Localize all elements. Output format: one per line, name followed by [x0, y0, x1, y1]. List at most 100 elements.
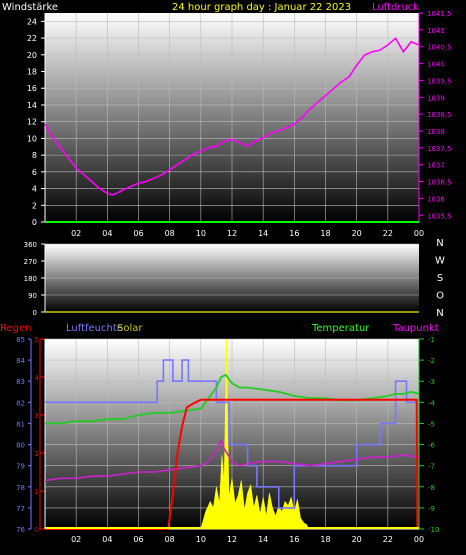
tick-label-hour: 02 [71, 229, 81, 238]
tick-label-temperature: -1 [428, 336, 435, 344]
tick-label-direction: 270 [24, 258, 37, 266]
tick-label-pressure: 1036 [427, 195, 445, 203]
tick-label-hour: 10 [196, 535, 206, 544]
tick-label-hour: 16 [289, 535, 299, 544]
tick-label-pressure: 1036,5 [427, 179, 452, 187]
tick-label-humidity: 85 [16, 336, 25, 344]
rain-label: Regen [0, 323, 32, 334]
compass-label: O [436, 291, 444, 302]
tick-labels-layer: 0246810121416182022241035,510361036,5103… [16, 10, 451, 544]
tick-label-hour: 14 [258, 535, 268, 544]
tick-label-hour: 18 [320, 229, 330, 238]
tick-label-humidity: 84 [16, 357, 25, 365]
tick-label-pressure: 1039,5 [427, 77, 452, 85]
tick-label-rain: 2 [35, 450, 39, 458]
tick-label-pressure: 1038 [427, 128, 445, 136]
tick-label-temperature: -8 [428, 484, 435, 492]
tick-label-hour: 00 [414, 535, 424, 544]
temperature-label: Temperatur [311, 323, 370, 334]
compass-label: S [437, 273, 443, 284]
tick-label-hour: 08 [165, 229, 175, 238]
tick-label-temperature: -9 [428, 505, 435, 513]
tick-label-humidity: 78 [16, 484, 25, 492]
compass-label: W [435, 256, 445, 267]
tick-label-wind-speed: 10 [27, 134, 37, 143]
tick-label-direction: 180 [24, 275, 37, 283]
tick-label-pressure: 1035,5 [427, 212, 452, 220]
tick-label-pressure: 1037 [427, 162, 445, 170]
tick-label-humidity: 80 [16, 442, 25, 450]
tick-label-temperature: -2 [428, 357, 435, 365]
solar-label: Solar [117, 323, 143, 334]
compass-label: N [436, 308, 443, 319]
tick-label-temperature: -7 [428, 463, 435, 471]
wind-speed-label: Windstärke [2, 2, 58, 13]
tick-label-wind-speed: 22 [27, 34, 37, 43]
tick-label-pressure: 1041,5 [427, 10, 452, 18]
tick-label-hour: 12 [227, 535, 237, 544]
tick-label-humidity: 77 [16, 505, 25, 513]
tick-label-temperature: -5 [428, 420, 435, 428]
tick-label-pressure: 1041 [427, 27, 445, 35]
tick-label-hour: 22 [383, 535, 393, 544]
tick-label-hour: 20 [352, 535, 362, 544]
tick-label-pressure: 1038,5 [427, 111, 452, 119]
tick-label-wind-speed: 0 [32, 218, 37, 227]
tick-label-direction: 0 [33, 309, 37, 317]
tick-label-temperature: -4 [428, 399, 436, 407]
dewpoint-line [44, 438, 420, 482]
tick-label-hour: 16 [289, 229, 299, 238]
tick-label-wind-speed: 20 [27, 51, 37, 60]
chart-title: 24 hour graph day : Januar 22 2023 [172, 2, 351, 13]
tick-label-hour: 04 [102, 535, 112, 544]
tick-label-temperature: -10 [428, 526, 439, 534]
tick-label-hour: 06 [133, 535, 143, 544]
tick-label-rain: 3 [35, 412, 39, 420]
tick-label-humidity: 82 [16, 399, 25, 407]
tick-label-hour: 10 [196, 229, 206, 238]
tick-label-pressure: 1040,5 [427, 44, 452, 52]
tick-label-hour: 22 [383, 229, 393, 238]
tick-label-humidity: 76 [16, 526, 25, 534]
solar-area [200, 338, 309, 530]
pressure-label: Luftdruck [372, 2, 419, 13]
tick-label-wind-speed: 24 [27, 17, 37, 26]
tick-label-hour: 08 [165, 535, 175, 544]
tick-label-wind-speed: 8 [32, 151, 37, 160]
tick-label-wind-speed: 14 [27, 101, 37, 110]
tick-label-wind-speed: 12 [27, 118, 37, 127]
tick-label-wind-speed: 2 [32, 201, 37, 210]
tick-label-humidity: 81 [16, 420, 25, 428]
tick-label-hour: 14 [258, 229, 268, 238]
compass-label: N [436, 238, 443, 249]
tick-label-hour: 06 [133, 229, 143, 238]
tick-label-humidity: 83 [16, 378, 25, 386]
tick-label-humidity: 79 [16, 463, 25, 471]
tick-label-wind-speed: 4 [32, 185, 37, 194]
tick-label-rain: 5 [35, 336, 39, 344]
tick-label-pressure: 1039 [427, 94, 445, 102]
tick-label-wind-speed: 18 [27, 68, 37, 77]
tick-label-temperature: -3 [428, 378, 435, 386]
tick-label-wind-speed: 6 [32, 168, 37, 177]
tick-label-hour: 00 [414, 229, 424, 238]
tick-label-hour: 04 [102, 229, 112, 238]
tick-label-rain: 4 [35, 374, 40, 382]
tick-label-hour: 20 [352, 229, 362, 238]
tick-label-hour: 02 [71, 535, 81, 544]
temperature-line [45, 373, 420, 425]
tick-label-direction: 90 [28, 292, 37, 300]
dewpoint-label: Taupunkt [392, 323, 439, 334]
pressure-line [44, 37, 420, 196]
tick-label-pressure: 1040 [427, 61, 445, 69]
rain-line [45, 398, 419, 530]
tick-label-rain: 1 [35, 488, 39, 496]
tick-label-hour: 12 [227, 229, 237, 238]
tick-label-rain: 0 [35, 526, 39, 534]
tick-label-pressure: 1037,5 [427, 145, 452, 153]
tick-label-temperature: -6 [428, 442, 436, 450]
tick-label-wind-speed: 16 [27, 84, 37, 93]
humidity-line [45, 359, 418, 509]
tick-label-hour: 18 [320, 535, 330, 544]
